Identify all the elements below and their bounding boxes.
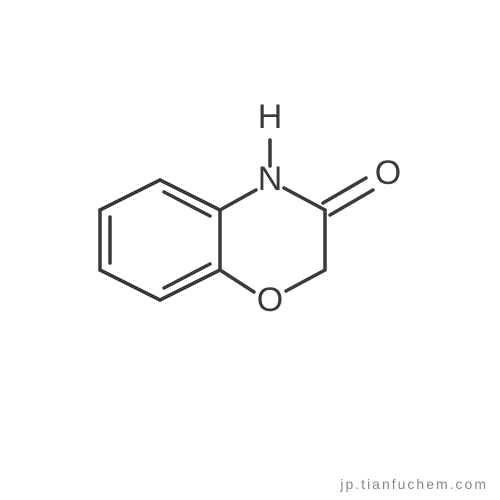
diagram-container: H N O O jp.tianfuchem.com — [0, 0, 500, 500]
atom-label-n: N — [258, 160, 283, 198]
structure-svg: H N O O — [80, 50, 420, 390]
atom-label-o-ring: O — [257, 281, 283, 319]
bond-b1-double — [164, 192, 210, 216]
chemical-structure: H N O O — [80, 50, 420, 390]
atom-label-h: H — [258, 98, 283, 136]
bond-o-c — [220, 270, 254, 292]
bond-c-n — [220, 190, 256, 210]
bond-b4 — [100, 270, 160, 300]
watermark-text: jp.tianfuchem.com — [340, 476, 488, 492]
bond-n-c3 — [284, 188, 325, 210]
bond-b2 — [100, 180, 160, 210]
atom-label-o-carbonyl: O — [375, 154, 401, 192]
bond-b5-double — [164, 264, 210, 288]
bond-c2-o — [286, 270, 325, 291]
